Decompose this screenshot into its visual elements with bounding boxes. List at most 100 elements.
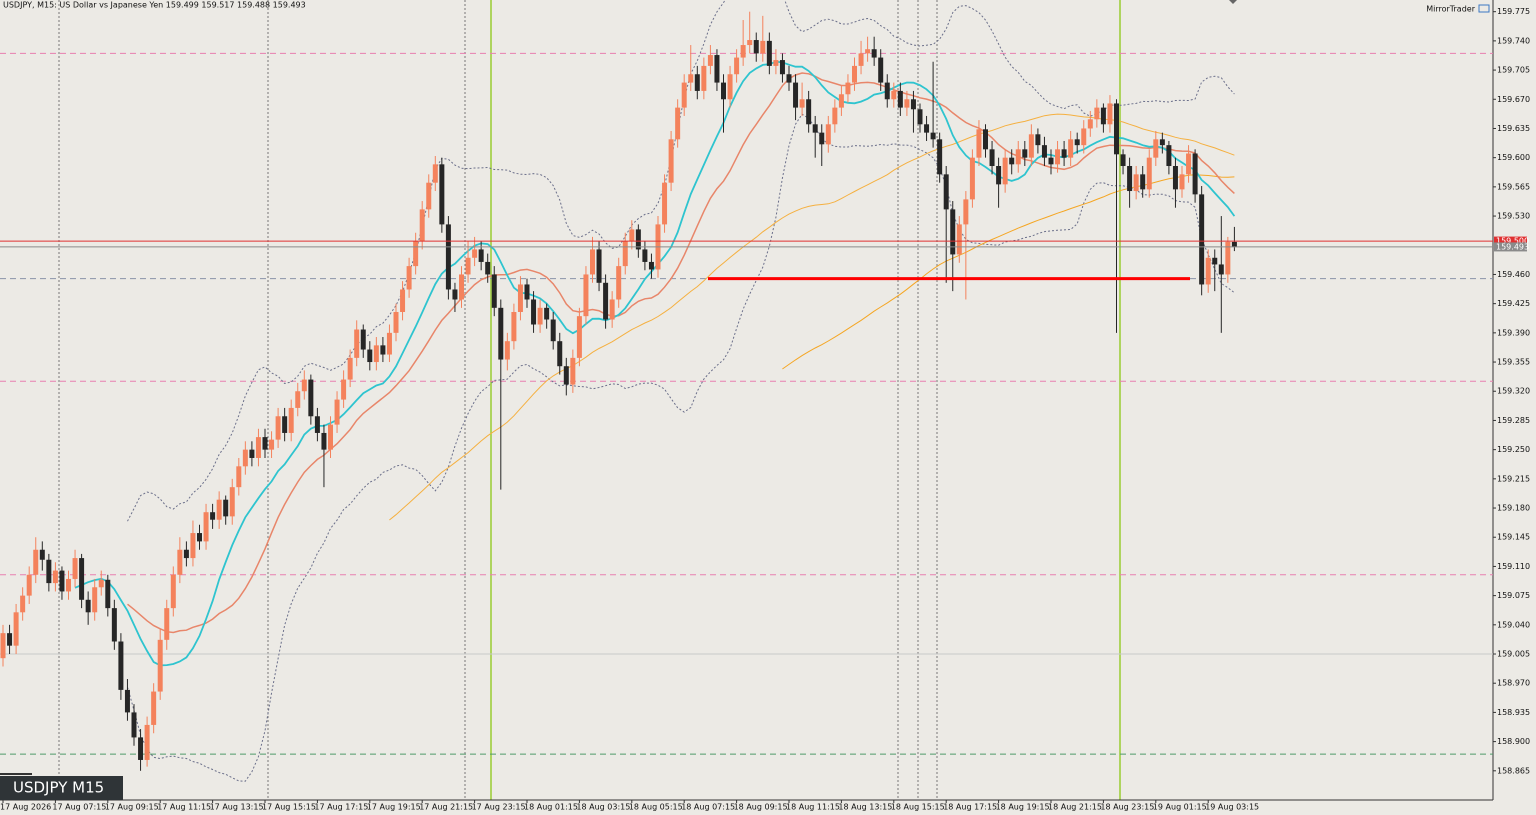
x-tick-label: 18 Aug 07:15 bbox=[681, 803, 735, 812]
candle-body bbox=[1205, 257, 1211, 285]
candle-body bbox=[1114, 103, 1119, 155]
y-tick-label: 159.670 bbox=[1497, 95, 1530, 104]
y-tick-label: 159.145 bbox=[1497, 533, 1530, 542]
candle-body bbox=[517, 284, 523, 312]
candle-body bbox=[46, 559, 52, 584]
candle-body bbox=[930, 132, 936, 140]
candle-body bbox=[413, 241, 419, 267]
candle-body bbox=[1002, 157, 1008, 185]
x-tick-label: 18 Aug 11:15 bbox=[786, 803, 840, 812]
candle-body bbox=[380, 345, 386, 355]
candle-body bbox=[321, 432, 327, 450]
candle-body bbox=[1055, 149, 1061, 165]
candle-body bbox=[190, 533, 196, 559]
candle-body bbox=[989, 149, 995, 167]
x-tick-label: 18 Aug 01:15 bbox=[524, 803, 578, 812]
candle-body bbox=[373, 345, 379, 363]
candle-body bbox=[197, 533, 202, 542]
candle-body bbox=[459, 274, 464, 300]
candle-body bbox=[524, 284, 530, 300]
candle-body bbox=[648, 261, 654, 270]
candle-body bbox=[262, 437, 268, 450]
candle-body bbox=[124, 689, 130, 713]
candle-body bbox=[688, 74, 694, 83]
x-tick-label: 18 Aug 09:15 bbox=[734, 803, 788, 812]
candle-body bbox=[131, 712, 137, 738]
candle-body bbox=[1199, 194, 1205, 285]
x-tick-label: 17 Aug 17:15 bbox=[314, 803, 368, 812]
y-tick-label: 158.935 bbox=[1497, 708, 1530, 717]
candle-body bbox=[288, 407, 294, 433]
x-tick-label: 18 Aug 13:15 bbox=[838, 803, 892, 812]
x-tick-label: 17 Aug 11:15 bbox=[157, 803, 211, 812]
candle-body bbox=[308, 379, 314, 417]
y-tick-label: 159.180 bbox=[1497, 504, 1530, 513]
candle-body bbox=[969, 157, 975, 200]
moving-average-fast bbox=[74, 60, 1236, 667]
candle-body bbox=[976, 129, 982, 158]
candle-body bbox=[511, 311, 517, 342]
brand-icon bbox=[1478, 4, 1490, 13]
candle-body bbox=[1015, 149, 1021, 165]
candle-body bbox=[59, 570, 65, 592]
candle-body bbox=[819, 132, 825, 145]
y-tick-label: 159.460 bbox=[1497, 270, 1530, 279]
candle-body bbox=[347, 357, 353, 380]
x-tick-label: 17 Aug 13:15 bbox=[210, 803, 264, 812]
moving-average bbox=[127, 72, 1235, 634]
candle-body bbox=[301, 379, 307, 392]
moving-average-slow bbox=[782, 174, 1235, 370]
candle-body bbox=[66, 578, 71, 592]
candle-body bbox=[714, 55, 720, 83]
candle-body bbox=[576, 316, 582, 358]
x-tick-label: 19 Aug 03:15 bbox=[1205, 803, 1259, 812]
candle-body bbox=[1192, 153, 1198, 195]
candle-body bbox=[478, 249, 484, 262]
candle-body bbox=[445, 224, 451, 290]
candle-body bbox=[52, 570, 58, 584]
symbol-box bbox=[0, 776, 123, 800]
x-tick-label: 18 Aug 21:15 bbox=[1048, 803, 1102, 812]
y-tick-label: 158.970 bbox=[1497, 679, 1530, 688]
candle-body bbox=[1035, 134, 1041, 146]
bollinger-lower bbox=[127, 113, 1235, 782]
candle-body bbox=[937, 139, 943, 175]
candle-body bbox=[118, 641, 124, 690]
price-tag-label: 159.500 bbox=[1496, 237, 1529, 246]
candle-body bbox=[963, 199, 969, 225]
candle-body bbox=[603, 282, 609, 320]
candle-body bbox=[164, 608, 170, 640]
candle-body bbox=[26, 574, 32, 596]
x-tick-label: 17 Aug 23:15 bbox=[472, 803, 526, 812]
price-tag bbox=[1494, 242, 1527, 252]
candle-body bbox=[884, 82, 890, 100]
candle-body bbox=[491, 274, 497, 308]
candle-body bbox=[144, 724, 150, 760]
candle-body bbox=[832, 107, 838, 125]
candle-body bbox=[793, 82, 799, 108]
candle-body bbox=[1028, 134, 1034, 158]
candle-body bbox=[924, 124, 930, 133]
x-tick-label: 18 Aug 23:15 bbox=[1100, 803, 1154, 812]
y-tick-label: 159.005 bbox=[1497, 650, 1530, 659]
candle-body bbox=[386, 332, 392, 355]
candle-body bbox=[1068, 139, 1074, 158]
candle-body bbox=[753, 40, 759, 54]
candle-body bbox=[282, 416, 288, 433]
candle-body bbox=[33, 549, 39, 575]
candle-body bbox=[590, 249, 595, 275]
candle-body bbox=[210, 512, 216, 520]
candle-body bbox=[360, 329, 366, 350]
candle-body bbox=[216, 499, 222, 520]
candle-body bbox=[20, 595, 26, 613]
candle-body bbox=[996, 166, 1002, 185]
candle-body bbox=[85, 599, 91, 613]
candle-body bbox=[400, 289, 406, 312]
candle-body bbox=[825, 124, 831, 145]
candle-body bbox=[858, 53, 864, 66]
candle-body bbox=[583, 274, 589, 317]
candle-body bbox=[531, 299, 537, 325]
candle-body bbox=[1133, 174, 1139, 192]
